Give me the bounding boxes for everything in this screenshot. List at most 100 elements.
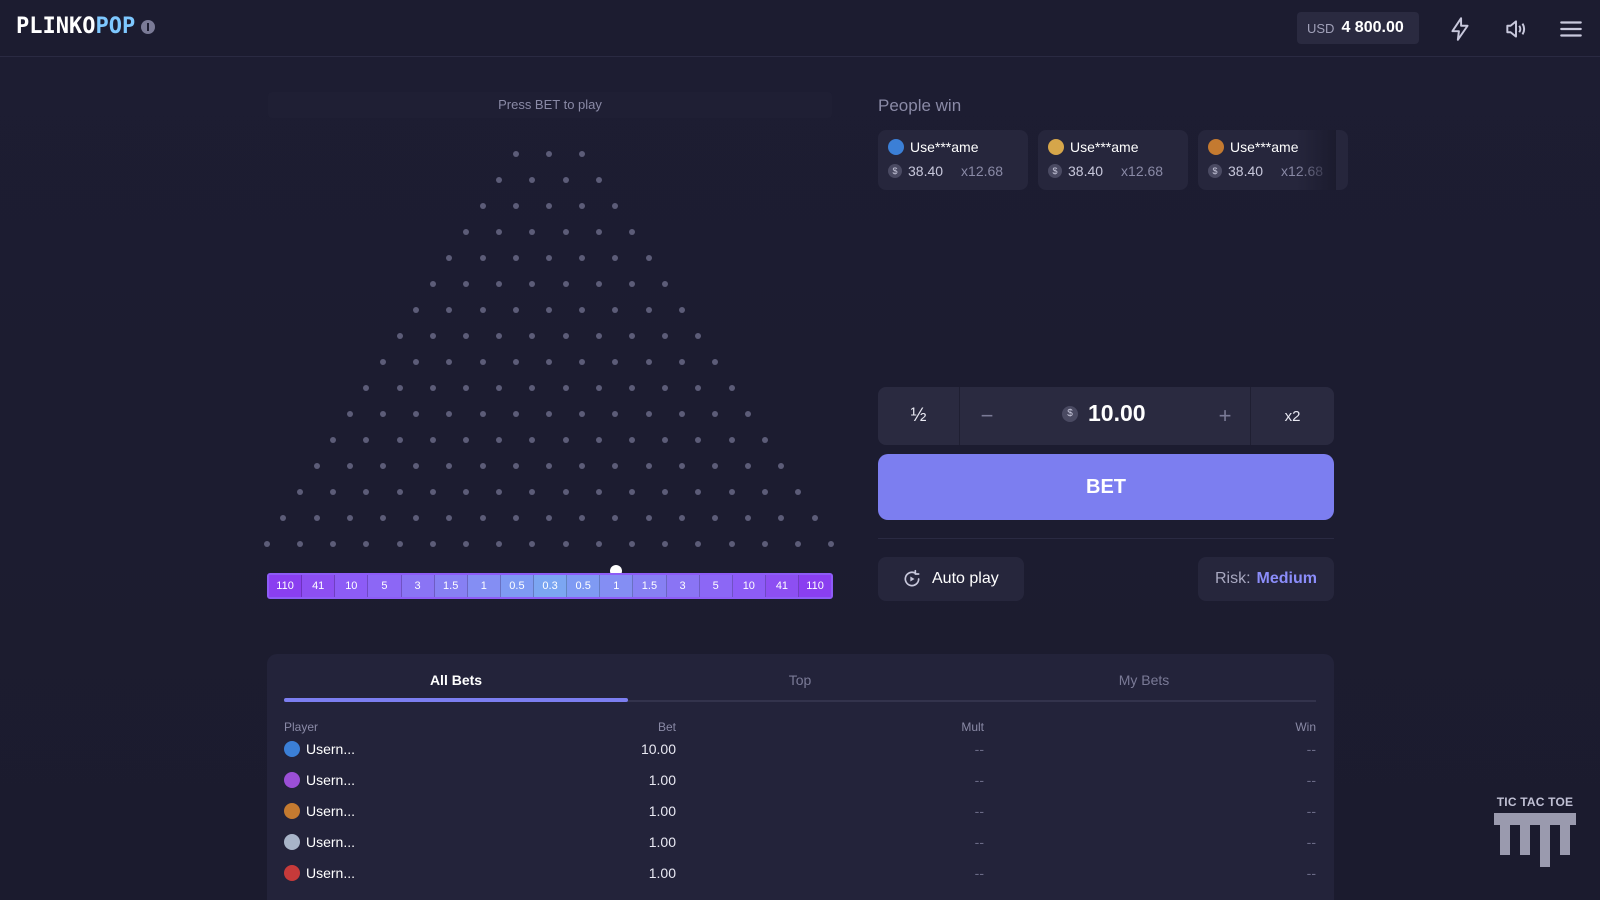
peg [512,307,519,313]
peg [529,177,536,183]
peg [463,333,469,339]
peg [662,541,669,547]
peg [562,177,569,183]
peg [429,489,436,495]
peg [479,203,486,209]
peg [297,541,303,547]
column-header-bet: Bet [657,720,676,734]
peg [313,515,320,521]
peg [396,489,403,495]
peg [595,541,602,547]
half-bet-button[interactable]: ½ [878,387,960,445]
double-bet-button[interactable]: x2 [1250,387,1334,445]
increase-bet-button[interactable]: + [1218,403,1232,428]
peg [678,307,685,313]
peg [778,463,785,469]
peg [761,489,768,495]
peg [546,203,552,209]
peg [811,515,818,521]
peg [512,151,519,157]
peg [380,411,386,417]
peg [745,463,752,469]
player-name: Usern... [306,772,356,788]
tic-tac-toe-promo[interactable]: TIC TAC TOE [1490,795,1580,878]
table-row: Usern... 1.00 -- -- [284,834,1316,858]
peg [712,463,718,469]
multiplier-slot: 10 [732,575,766,597]
balance-display: USD 4 800.00 [1297,12,1419,44]
tab-all-bets[interactable]: All Bets [429,672,483,688]
multiplier-slot: 1.5 [434,575,468,597]
mult-value: -- [974,803,984,819]
winner-name: Use***ame [1070,139,1139,155]
sound-icon[interactable] [1503,16,1529,42]
peg [346,411,353,417]
peg [330,489,337,495]
peg [645,515,652,521]
peg [662,281,669,287]
peg [380,463,386,469]
balance-amount: 4 800.00 [1341,19,1404,36]
info-icon[interactable] [141,19,156,34]
peg [512,255,519,261]
peg [496,437,503,443]
lightning-icon[interactable] [1447,16,1473,42]
risk-selector[interactable]: Risk: Medium [1198,557,1334,601]
peg [579,515,586,521]
peg [380,359,386,365]
multiplier-slot: 3 [401,575,435,597]
multiplier-slot: 0.5 [500,575,534,597]
peg [629,333,635,339]
peg [496,281,503,287]
peg [645,307,652,313]
peg [529,281,536,287]
player-name: Usern... [306,803,356,819]
peg [595,333,602,339]
peg [529,437,536,443]
multiplier-slot: 1.5 [633,575,667,597]
plinkopop-logo[interactable]: PLINKO POP [16,14,156,39]
tab-my-bets[interactable]: My Bets [1118,672,1170,688]
tab-top[interactable]: Top [788,672,812,688]
peg [413,411,420,417]
multiplier-slot: 3 [666,575,700,597]
winner-name: Use***ame [910,139,979,155]
peg [479,515,486,521]
autoplay-button[interactable]: Auto play [878,557,1024,601]
peg [479,463,486,469]
bet-button[interactable]: BET [878,454,1334,520]
column-header-win: Win [1295,720,1316,734]
peg [496,333,503,339]
table-row: Usern... 10.00 -- -- [284,741,1316,765]
multiplier-slot: 1 [600,575,634,597]
peg [595,177,602,183]
tic-tac-toe-title: TIC TAC TOE [1496,795,1574,809]
peg [662,333,669,339]
column-header-player: Player [284,720,319,734]
peg [662,385,669,391]
peg [463,281,469,287]
peg [629,437,635,443]
peg [795,541,801,547]
player-name: Usern... [306,865,356,881]
peg [463,437,469,443]
peg [363,437,370,443]
peg [579,203,586,209]
peg [728,385,735,391]
peg [446,255,453,261]
avatar [284,803,300,819]
bet-amount-field[interactable]: $ 10.00 [1062,400,1146,427]
decrease-bet-button[interactable]: − [980,403,994,428]
win-value: -- [1306,865,1316,881]
peg [612,255,619,261]
peg [529,541,536,547]
peg [463,541,469,547]
mult-value: -- [974,834,984,850]
menu-icon[interactable] [1558,16,1584,42]
peg [579,411,586,417]
multiplier-slot: 0.3 [534,575,568,597]
peg [479,255,486,261]
mult-value: -- [974,865,984,881]
peg [297,489,303,495]
peg [728,437,735,443]
